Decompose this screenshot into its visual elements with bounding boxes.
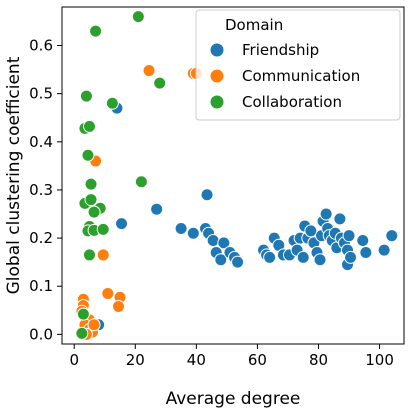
- legend-title: Domain: [225, 16, 283, 34]
- x-tick-label: 0: [69, 351, 79, 369]
- point-friendship: [333, 212, 347, 226]
- point-friendship: [319, 207, 333, 221]
- axis-ticks: 0 20 40 60 80 100 0.0 0.1 0.2 0.3 0.4 0.5 0.6: [29, 37, 394, 369]
- point-friendship: [296, 250, 310, 264]
- point-friendship: [359, 246, 373, 260]
- point-friendship: [186, 226, 200, 240]
- x-axis-label: Average degree: [166, 389, 301, 409]
- point-communication: [111, 299, 125, 313]
- point-friendship: [313, 253, 327, 267]
- point-collaboration: [82, 248, 96, 262]
- point-friendship: [214, 253, 228, 267]
- point-collaboration: [84, 177, 98, 191]
- y-tick-label: 0.0: [29, 325, 53, 343]
- point-communication: [87, 318, 101, 332]
- point-collaboration: [84, 193, 98, 207]
- point-friendship: [150, 202, 164, 216]
- point-friendship: [115, 217, 129, 231]
- point-friendship: [385, 229, 399, 243]
- legend-marker-collaboration: [209, 94, 225, 110]
- point-friendship: [377, 243, 391, 257]
- point-collaboration: [153, 76, 167, 90]
- point-friendship: [200, 188, 214, 202]
- y-tick-label: 0.2: [29, 229, 53, 247]
- point-collaboration: [75, 326, 89, 340]
- data-points: [75, 10, 399, 341]
- point-collaboration: [79, 89, 93, 103]
- point-friendship: [344, 250, 358, 264]
- point-friendship: [356, 233, 370, 247]
- point-collaboration: [134, 175, 148, 189]
- point-collaboration: [89, 24, 103, 38]
- point-friendship: [231, 255, 245, 269]
- y-tick-label: 0.4: [29, 133, 53, 151]
- legend-label-communication: Communication: [242, 67, 360, 85]
- point-collaboration: [82, 119, 96, 133]
- point-friendship: [206, 233, 220, 247]
- point-friendship: [174, 221, 188, 235]
- point-friendship: [304, 224, 318, 238]
- point-friendship: [217, 236, 231, 250]
- point-collaboration: [105, 96, 119, 110]
- legend-label-collaboration: Collaboration: [242, 93, 342, 111]
- point-collaboration: [96, 222, 110, 236]
- x-tick-label: 100: [365, 351, 394, 369]
- legend-box: [195, 9, 401, 121]
- point-communication: [96, 248, 110, 262]
- legend-marker-friendship: [209, 42, 225, 58]
- point-collaboration: [131, 10, 145, 24]
- y-axis-label: Global clustering coefficient: [4, 56, 24, 294]
- point-communication: [142, 64, 156, 78]
- y-tick-label: 0.6: [29, 37, 53, 55]
- legend-label-friendship: Friendship: [242, 41, 319, 59]
- point-communication: [101, 286, 115, 300]
- y-tick-label: 0.1: [29, 277, 53, 295]
- legend-marker-communication: [209, 68, 225, 84]
- point-collaboration: [76, 307, 90, 321]
- legend: Domain Friendship Communication Collaborat…: [195, 9, 401, 121]
- point-collaboration: [81, 148, 95, 162]
- x-tick-label: 80: [309, 351, 328, 369]
- y-tick-label: 0.5: [29, 85, 53, 103]
- y-tick-label: 0.3: [29, 181, 53, 199]
- x-tick-label: 60: [248, 351, 267, 369]
- point-friendship: [342, 229, 356, 243]
- x-tick-label: 40: [187, 351, 206, 369]
- point-friendship: [263, 250, 277, 264]
- point-collaboration: [87, 205, 101, 219]
- plot-frame: [61, 6, 405, 345]
- legend-items: Friendship Communication Collaboration: [209, 41, 360, 111]
- x-tick-label: 20: [126, 351, 145, 369]
